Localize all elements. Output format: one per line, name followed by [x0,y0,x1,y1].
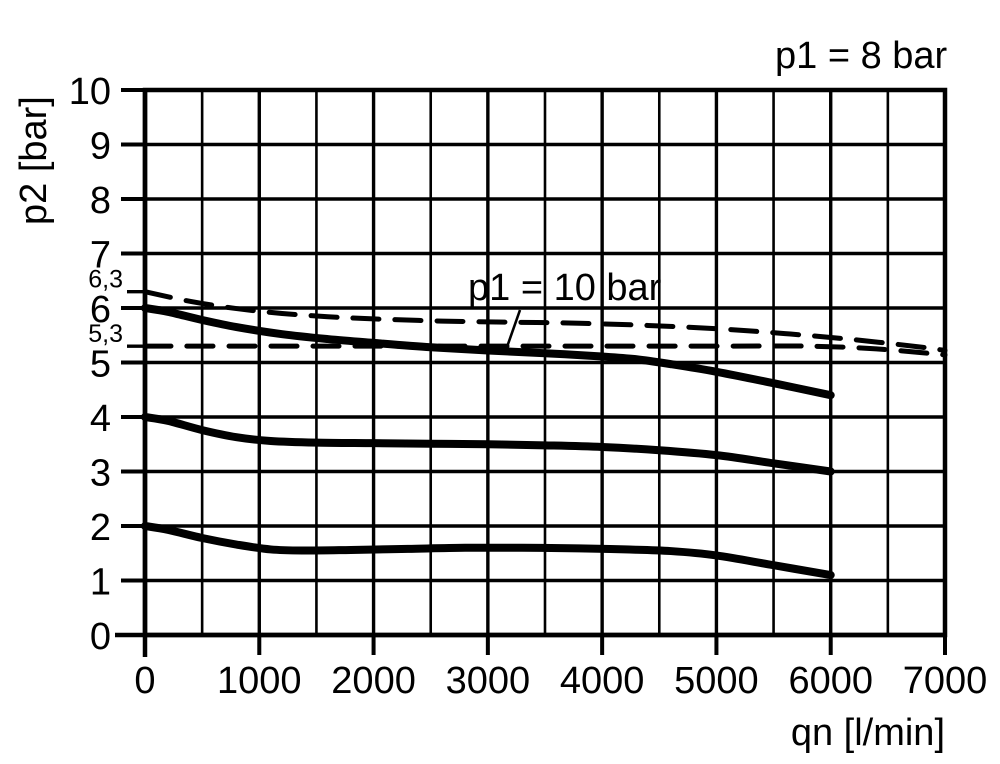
y-axis-tick-label: 10 [69,71,111,113]
data-series-layer [141,289,948,580]
y-axis-tick-label: 1 [90,562,111,604]
y-axis-tick-label: 5 [90,344,111,386]
series-line-p2-set-4bar-p1-8bar [141,413,835,476]
y-axis-extra-tick-label: 6,3 [88,266,123,294]
y-axis-tick-label: 3 [90,453,111,495]
x-axis-tick-label: 0 [134,660,155,702]
axis-lines [115,90,945,657]
y-axis-tick-label: 4 [90,398,111,440]
y-axis-extra-tick-label: 5,3 [88,320,123,348]
x-axis-tick-label: 7000 [903,660,988,702]
x-axis-tick-label: 3000 [446,660,531,702]
y-axis-tick-label: 6 [90,289,111,331]
x-axis-title: qn [l/min] [791,712,945,754]
y-axis-tick-labels: 0 1 2 3 4 5 6 7 8 9 10 [69,71,111,658]
series-line-p2-set-6bar-p1-8bar [141,304,835,400]
annotation-inlet-pressure-8bar: p1 = 8 bar [775,35,948,77]
y-axis-tick-label: 9 [90,126,111,168]
grid-horizontal-major [145,88,945,637]
series-line-p2-set-2bar-p1-8bar [141,522,835,580]
series-line-p2-set-5.3bar-p1-10bar [142,343,948,358]
y-axis-title: p2 [bar] [13,96,55,225]
y-axis-tick-label: 0 [90,616,111,658]
x-axis-tick-label: 4000 [560,660,645,702]
annotations-layer: p1 = 8 bar p1 = 10 bar [468,35,948,348]
y-axis-extra-tick-labels: 6,3 5,3 [88,266,123,349]
series-line-p2-set-6.3bar-p1-10bar [142,289,948,354]
x-axis-tick-label: 2000 [331,660,416,702]
y-axis-ticks [121,88,145,637]
y-axis-tick-label: 7 [90,235,111,277]
y-axis-tick-label: 2 [90,507,111,549]
x-axis-tick-label: 6000 [788,660,873,702]
x-axis-tick-label: 5000 [674,660,759,702]
x-axis-tick-label: 1000 [217,660,302,702]
annotation-leader-line [505,309,522,348]
y-axis-tick-label: 8 [90,180,111,222]
x-axis-tick-labels: 0 1000 2000 3000 4000 5000 6000 7000 [134,660,987,702]
x-axis-ticks [143,635,947,655]
annotation-inlet-pressure-10bar: p1 = 10 bar [468,267,662,309]
